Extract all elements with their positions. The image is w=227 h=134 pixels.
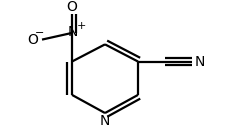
Text: O: O xyxy=(27,33,38,47)
Text: O: O xyxy=(66,0,77,14)
Text: −: − xyxy=(35,28,44,38)
Text: N: N xyxy=(99,114,110,128)
Text: N: N xyxy=(67,25,78,39)
Text: N: N xyxy=(194,55,204,68)
Text: +: + xyxy=(76,21,85,31)
